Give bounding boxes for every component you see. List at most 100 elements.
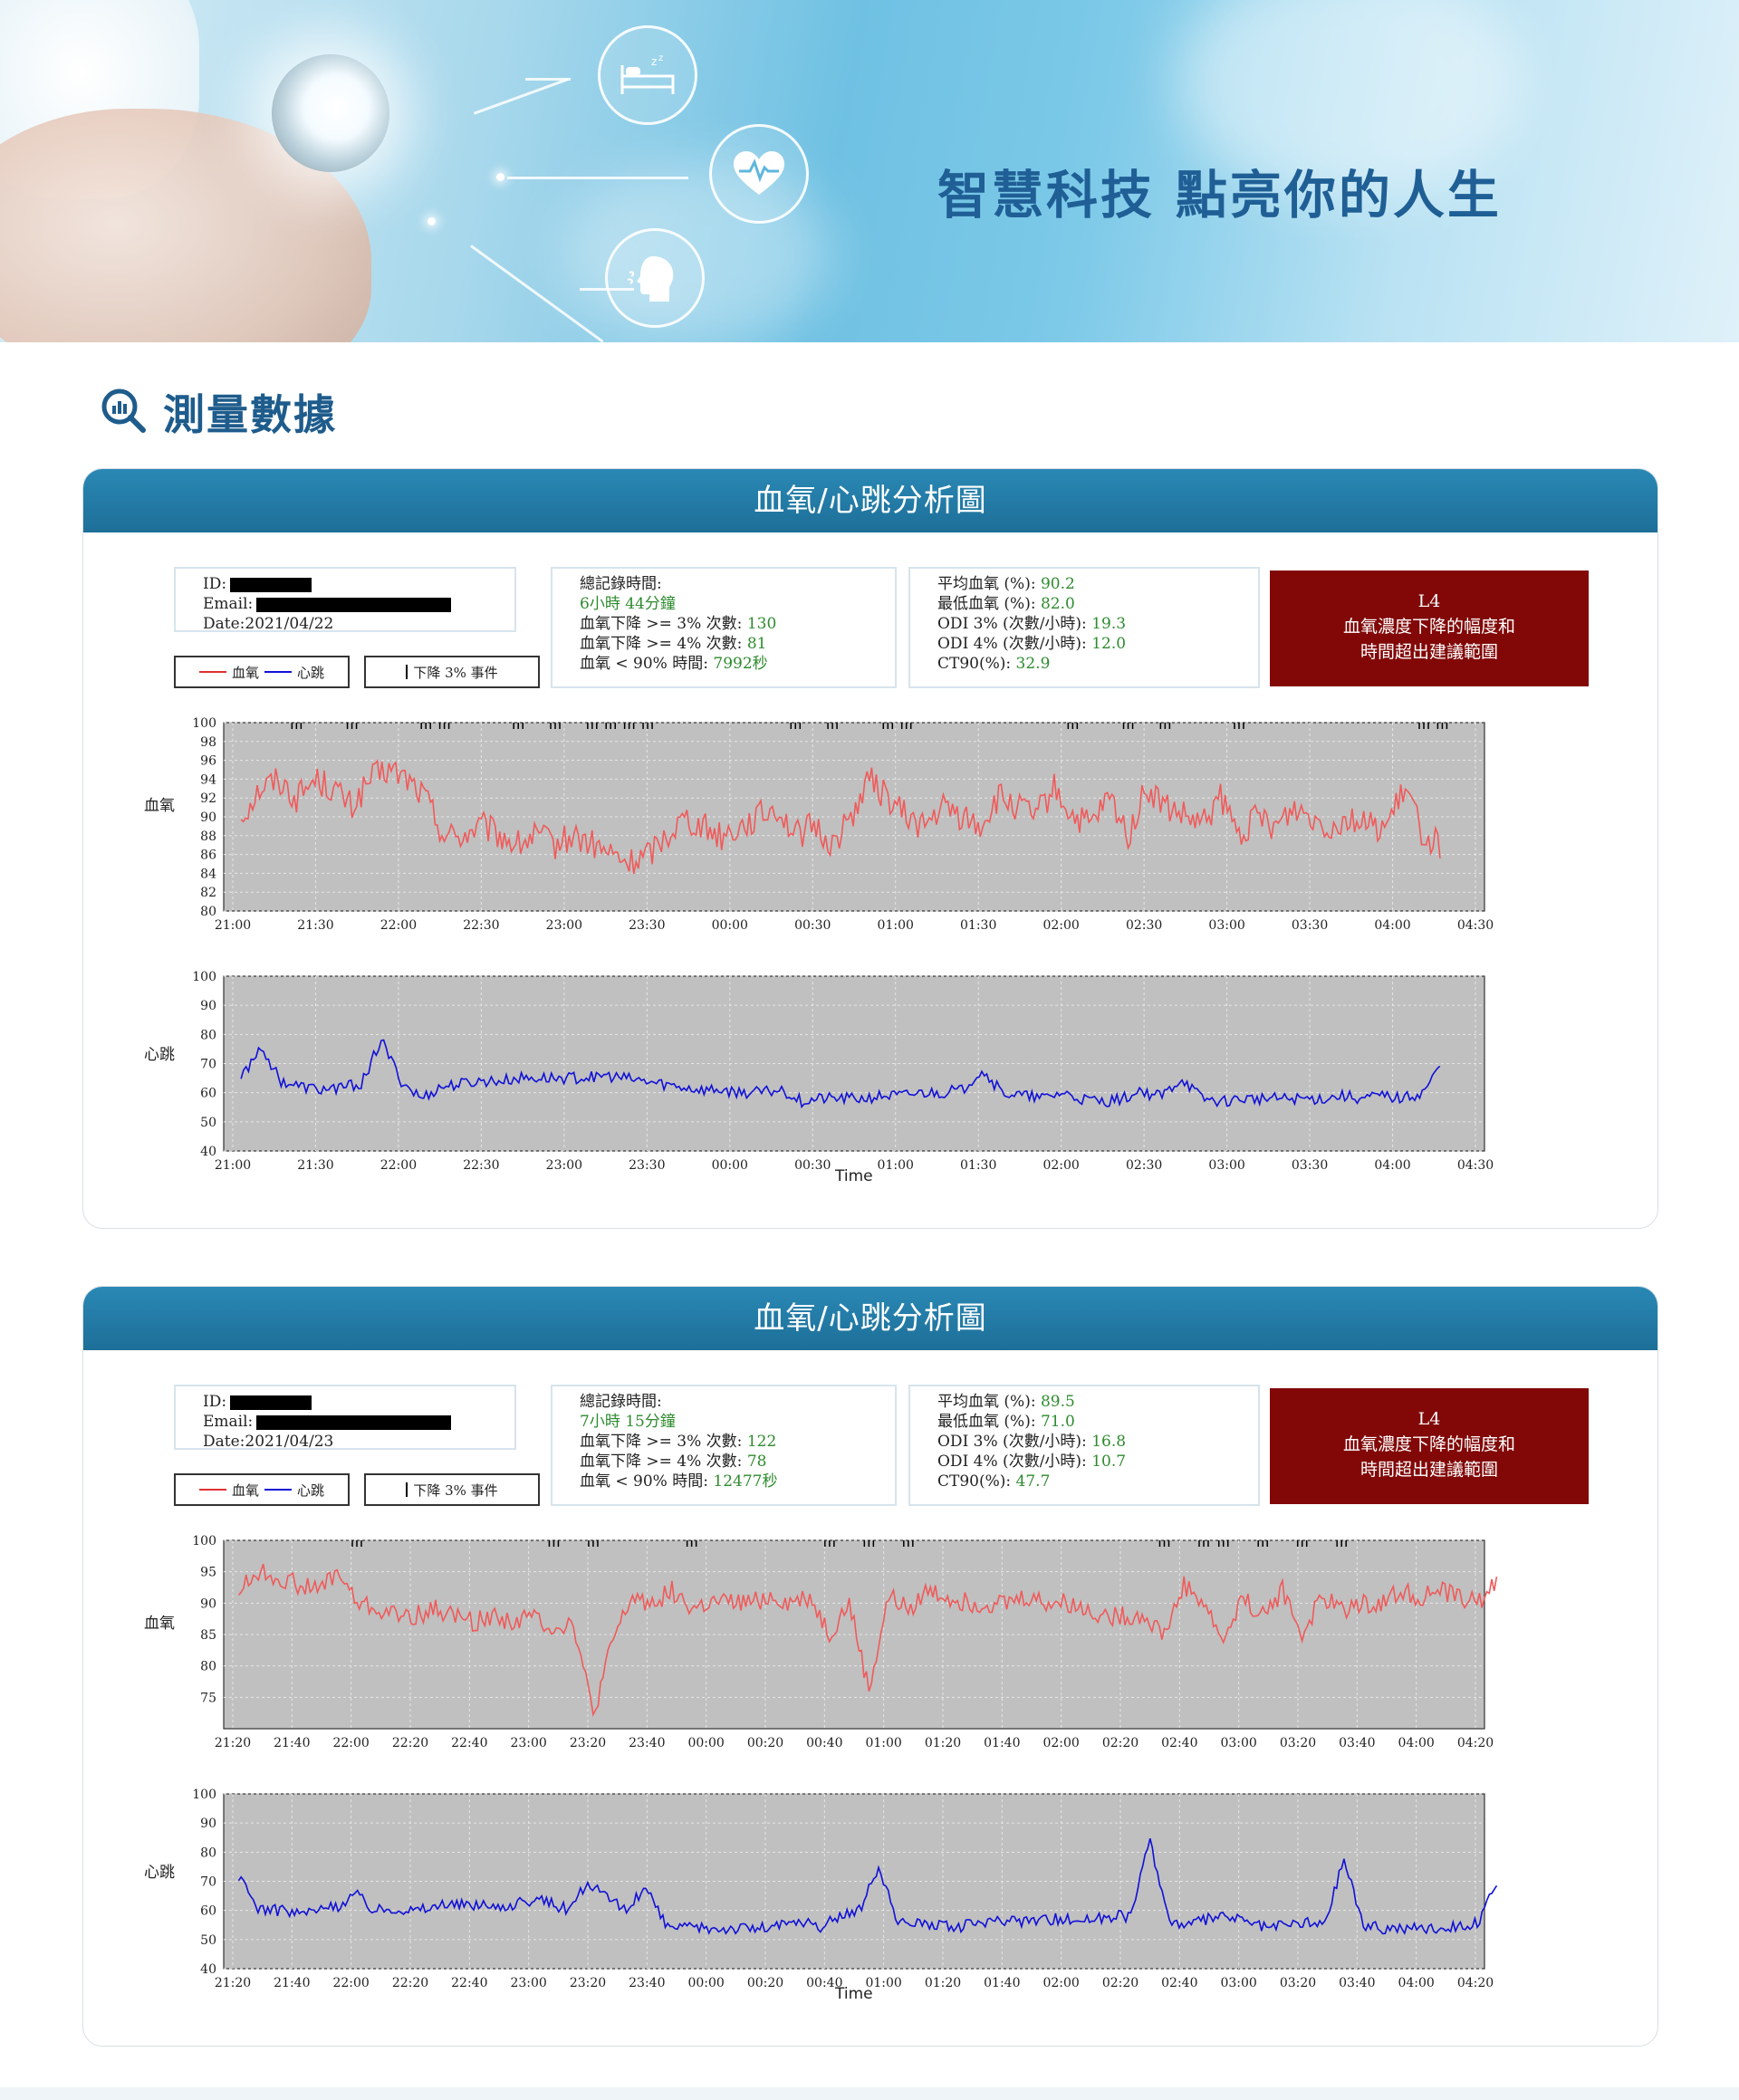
y-tick-label: 70: [200, 1058, 216, 1072]
x-tick-label: 22:30: [463, 1158, 499, 1173]
card-title: 血氧/心跳分析圖: [83, 1287, 1657, 1350]
lt90-label: 血氧 < 90% 時間:: [580, 655, 708, 673]
y-tick-label: 75: [200, 1691, 216, 1705]
min-spo2-value: 71.0: [1040, 1413, 1075, 1431]
avg-spo2-value: 89.5: [1040, 1393, 1075, 1411]
spo2-axis-label: 血氧: [144, 1615, 175, 1633]
redacted-email: [256, 597, 452, 612]
x-tick-label: 22:00: [332, 1976, 369, 1990]
y-tick-label: 82: [200, 886, 216, 900]
y-tick-label: 90: [200, 999, 216, 1013]
event-legend: 下降 3% 事件: [364, 1473, 540, 1506]
drop4-label: 血氧下降 >= 4% 次數:: [580, 635, 743, 653]
lt90-value: 7992秒: [713, 655, 768, 673]
legend-hr: 心跳: [297, 664, 325, 681]
heart-rate-chart: 40 50 60 70 80 90 100 21:00 21:30 22:00 22:30 23:00…: [192, 970, 1494, 1173]
y-tick-label: 85: [200, 1628, 216, 1643]
odi3-value: 16.8: [1091, 1433, 1127, 1451]
hr-series-line: [237, 1838, 1498, 1935]
x-tick-label: 03:00: [1208, 918, 1244, 933]
x-tick-label: 04:30: [1457, 1158, 1494, 1173]
drop4-label: 血氧下降 >= 4% 次數:: [580, 1453, 743, 1471]
analysis-card: 血氧/心跳分析圖 ID: Email: Date:2021/04/22 血氧 心…: [82, 468, 1658, 1229]
x-tick-label: 02:30: [1126, 918, 1162, 933]
x-tick-label: 00:00: [712, 1158, 748, 1173]
y-tick-label: 98: [200, 735, 216, 750]
x-tick-label: 23:00: [510, 1976, 546, 1990]
x-tick-label: 02:00: [1042, 1976, 1079, 1990]
x-tick-label: 22:30: [463, 918, 499, 933]
drop3-value: 122: [746, 1433, 777, 1451]
x-tick-label: 22:00: [332, 1736, 369, 1750]
x-tick-label: 00:20: [747, 1736, 783, 1750]
x-tick-label: 00:30: [794, 918, 831, 933]
x-tick-label: 03:20: [1280, 1736, 1316, 1750]
x-tick-label: 22:00: [380, 1158, 417, 1173]
x-tick-label: 21:30: [297, 1158, 333, 1173]
drop3-label: 血氧下降 >= 3% 次數:: [580, 1433, 743, 1451]
x-tick-label: 02:00: [1042, 1158, 1079, 1173]
x-tick-label: 02:00: [1042, 918, 1079, 933]
x-tick-label: 01:40: [984, 1736, 1020, 1750]
y-tick-label: 60: [200, 1087, 216, 1101]
summary-box: 總記錄時間: 7小時 15分鐘 血氧下降 >= 3% 次數: 122 血氧下降 …: [551, 1385, 897, 1506]
y-tick-label: 92: [200, 791, 216, 806]
avg-spo2-label: 平均血氧 (%):: [937, 575, 1036, 593]
x-tick-label: 21:40: [274, 1976, 310, 1990]
x-tick-label: 01:20: [925, 1976, 961, 1990]
y-tick-label: 90: [200, 810, 216, 825]
x-tick-label: 03:40: [1339, 1976, 1375, 1990]
x-tick-label: 02:20: [1102, 1736, 1139, 1750]
legend-event: 下降 3% 事件: [413, 1482, 498, 1499]
x-tick-label: 04:30: [1457, 918, 1494, 933]
x-tick-label: 03:40: [1339, 1736, 1375, 1750]
odi4-value: 10.7: [1091, 1453, 1127, 1471]
x-tick-label: 23:40: [629, 1736, 665, 1750]
section-heading: 測量數據: [100, 385, 337, 439]
risk-desc-line2: 時間超出建議範圍: [1359, 1460, 1498, 1480]
y-tick-label: 100: [192, 716, 216, 731]
x-tick-label: 21:20: [215, 1976, 251, 1990]
stats-box: 平均血氧 (%): 90.2 最低血氧 (%): 82.0 ODI 3% (次數…: [908, 567, 1260, 688]
breathing-person-icon: [605, 228, 705, 328]
y-tick-label: 50: [200, 1116, 216, 1130]
spo2-series-line: [237, 1563, 1498, 1717]
x-tick-label: 01:30: [960, 918, 996, 933]
x-tick-label: 22:40: [451, 1736, 487, 1750]
y-tick-label: 40: [200, 1145, 216, 1159]
drop4-value: 81: [746, 635, 767, 653]
total-time-value: 7小時 15分鐘: [580, 1413, 676, 1431]
x-tick-label: 02:00: [1042, 1736, 1079, 1750]
y-tick-label: 84: [200, 867, 216, 881]
x-tick-label: 04:00: [1374, 1158, 1410, 1173]
time-axis-label: Time: [835, 1167, 873, 1185]
x-tick-label: 21:00: [215, 918, 251, 933]
x-tick-label: 04:20: [1457, 1976, 1494, 1990]
heart-pulse-icon: [709, 124, 809, 224]
odi4-label: ODI 4% (次數/小時):: [937, 1453, 1087, 1471]
x-tick-label: 23:20: [570, 1736, 606, 1750]
svg-text:z: z: [651, 55, 657, 68]
x-tick-label: 04:00: [1398, 1736, 1434, 1750]
redacted-email: [256, 1414, 452, 1430]
drop4-value: 78: [746, 1453, 767, 1471]
heart-rate-chart: 40 50 60 70 80 90 100 21:20 21:40 22:00 22:20 22:40…: [192, 1788, 1498, 1990]
analysis-card: 血氧/心跳分析圖 ID: Email: Date:2021/04/23 血氧 心…: [82, 1286, 1658, 2047]
lt90-value: 12477秒: [713, 1472, 778, 1491]
y-tick-label: 90: [200, 1817, 216, 1831]
summary-box: 總記錄時間: 6小時 44分鐘 血氧下降 >= 3% 次數: 130 血氧下降 …: [551, 567, 897, 688]
x-tick-label: 23:00: [546, 1158, 582, 1173]
y-tick-label: 80: [200, 905, 216, 919]
banner-slogan: 智慧科技 點亮你的人生: [937, 166, 1502, 225]
risk-level: L4: [1417, 1409, 1441, 1429]
y-tick-label: 40: [200, 1962, 216, 1977]
risk-alert-box: L4 血氧濃度下降的幅度和 時間超出建議範圍: [1270, 1388, 1589, 1504]
legend-spo2: 血氧: [231, 664, 259, 681]
avg-spo2-label: 平均血氧 (%):: [937, 1393, 1036, 1411]
x-tick-label: 23:00: [510, 1736, 546, 1750]
x-tick-label: 03:00: [1220, 1736, 1256, 1750]
odi3-label: ODI 3% (次數/小時):: [937, 615, 1087, 633]
drop3-value: 130: [746, 615, 777, 633]
y-tick-label: 80: [200, 1846, 216, 1860]
stethoscope-image: [272, 54, 389, 172]
